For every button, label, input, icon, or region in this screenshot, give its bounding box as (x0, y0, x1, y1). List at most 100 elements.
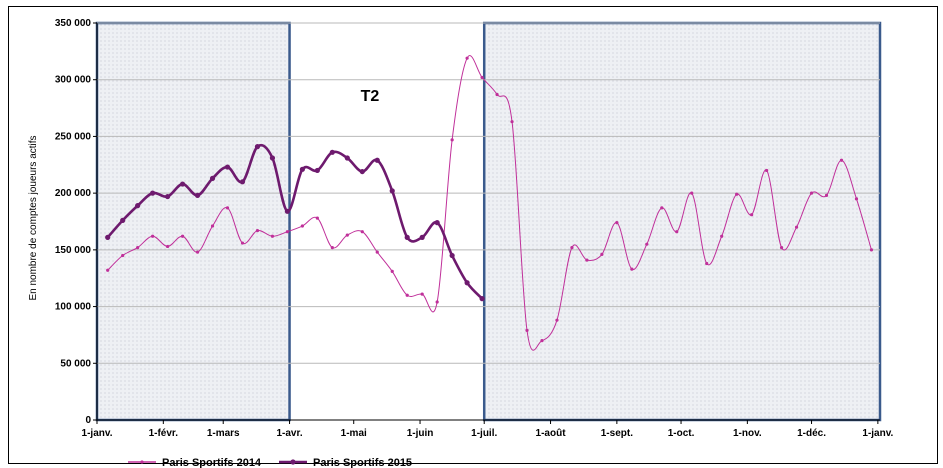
data-point (600, 252, 604, 256)
data-point (645, 242, 649, 246)
data-point (615, 221, 619, 225)
highlight-region-1 (95, 21, 291, 422)
data-point (570, 245, 574, 250)
data-point (136, 245, 140, 250)
legend-label: Paris Sportifs 2014 (162, 457, 262, 468)
data-point (151, 234, 155, 238)
data-point (809, 191, 814, 195)
y-tick-label: 250 000 (55, 131, 92, 142)
y-tick-label: 100 000 (55, 302, 92, 313)
data-point (195, 250, 200, 254)
series-layer (105, 55, 874, 351)
data-point (135, 203, 141, 209)
data-point (330, 245, 334, 250)
data-point (854, 197, 859, 201)
data-point (375, 250, 379, 254)
data-point (450, 138, 454, 142)
data-point (164, 193, 171, 200)
y-tick-label: 0 (85, 415, 91, 426)
x-tick-label: 1-oct. (668, 428, 695, 439)
data-point (735, 192, 739, 196)
data-point (180, 234, 185, 238)
data-point (794, 225, 799, 229)
data-point (779, 245, 784, 250)
highlight-region-2 (482, 21, 882, 422)
data-point (344, 155, 350, 161)
data-point (465, 56, 469, 60)
data-point (479, 296, 485, 302)
y-axis-label: En nombre de comptes joueurs actifs (28, 135, 39, 300)
y-tick-label: 50 000 (60, 358, 91, 369)
data-point (284, 208, 291, 214)
data-point (179, 181, 186, 187)
data-point (105, 234, 111, 240)
legend-marker (140, 460, 144, 464)
data-point (374, 157, 380, 163)
data-point (120, 217, 126, 223)
data-point (765, 168, 769, 173)
data-point (314, 167, 320, 174)
data-point (420, 292, 424, 296)
series-line (107, 55, 872, 351)
data-point (525, 328, 529, 332)
data-point (315, 216, 319, 220)
legend-marker (290, 459, 296, 465)
data-point (705, 261, 709, 266)
data-point (824, 193, 829, 198)
data-point (405, 293, 409, 297)
data-point (449, 252, 455, 259)
data-point (660, 206, 664, 210)
x-tick-label: 1-juil. (471, 428, 497, 439)
data-point (225, 206, 230, 210)
x-tick-label: 1-sept. (601, 428, 633, 439)
gridlines (97, 22, 880, 364)
data-point (690, 191, 694, 195)
data-point (720, 234, 724, 238)
data-point (210, 224, 215, 228)
x-tick-label: 1-juin (407, 428, 434, 439)
data-point (239, 179, 246, 185)
y-tick-label: 150 000 (55, 245, 92, 256)
data-point (254, 144, 261, 150)
x-tick-label: 1-nov. (733, 428, 762, 439)
data-point (224, 164, 231, 170)
data-point (359, 168, 365, 175)
data-point (269, 155, 276, 161)
x-tick-label: 1-janv. (82, 428, 113, 439)
data-point (299, 166, 305, 172)
data-point (389, 188, 395, 194)
data-point (194, 192, 201, 199)
data-point (150, 190, 156, 196)
legend-label: Paris Sportifs 2015 (313, 457, 412, 468)
data-point (869, 248, 874, 252)
data-point (495, 92, 499, 97)
data-point (555, 318, 559, 322)
data-point (270, 234, 275, 238)
data-point (750, 213, 754, 217)
y-tick-label: 350 000 (55, 18, 92, 29)
data-point (360, 230, 364, 234)
data-point (419, 234, 425, 240)
data-point (675, 230, 679, 234)
x-tick-label: 1-août (536, 428, 567, 439)
y-tick-label: 200 000 (55, 188, 92, 199)
data-point (121, 253, 125, 258)
x-tick-label: 1-mai (341, 428, 367, 439)
x-tick-label: 1-mars (207, 428, 240, 439)
data-point (240, 241, 245, 245)
data-point (209, 175, 216, 181)
data-point (510, 120, 514, 124)
series-1 (106, 55, 874, 351)
data-point (630, 267, 634, 271)
data-point (434, 220, 440, 226)
data-point (464, 280, 470, 286)
data-point (255, 228, 260, 233)
legend: Paris Sportifs 2014 Paris Sportifs 2015 (128, 457, 412, 468)
data-point (540, 339, 544, 343)
series-2 (105, 143, 485, 302)
x-tick-label: 1-déc. (797, 428, 826, 439)
data-point (839, 158, 844, 162)
data-point (390, 269, 394, 274)
data-point (345, 233, 349, 237)
data-point (480, 75, 484, 80)
